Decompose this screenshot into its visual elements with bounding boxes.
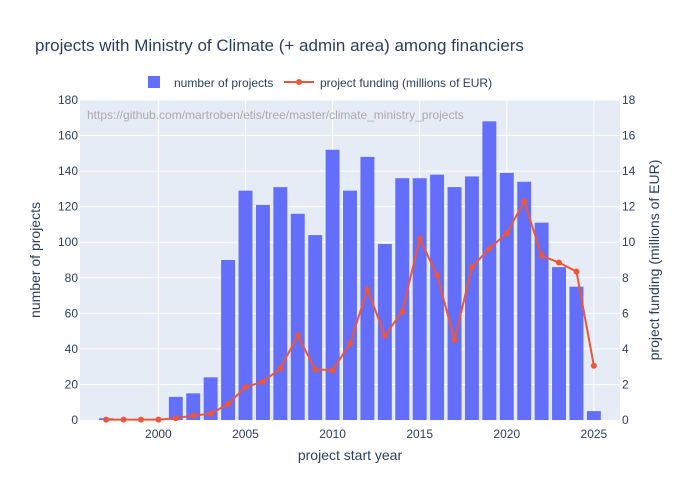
funding-point-2017 <box>451 337 458 343</box>
bar-2006 <box>255 204 270 420</box>
funding-point-2008 <box>294 332 301 339</box>
x-tick-label: 2015 <box>406 427 433 441</box>
bar-2022 <box>534 222 549 420</box>
bar-2011 <box>343 190 357 420</box>
y-axis-title: number of projects <box>27 202 43 318</box>
y2-tick-label: 12 <box>622 200 636 214</box>
bar-2007 <box>273 187 288 420</box>
legend: number of projects project funding (mill… <box>148 76 492 90</box>
bar-2015 <box>412 178 427 420</box>
bar-2004 <box>221 260 236 420</box>
y2-tick-label: 14 <box>622 164 636 178</box>
funding-point-2023 <box>556 259 563 266</box>
y2-tick-label: 16 <box>622 129 636 143</box>
y-tick-label: 100 <box>58 235 78 249</box>
funding-line <box>103 198 597 423</box>
bar-2009 <box>308 235 323 420</box>
legend-bar-swatch <box>148 76 160 88</box>
source-annotation: https://github.com/martroben/etis/tree/m… <box>87 108 464 122</box>
y-tick-label: 160 <box>58 129 78 143</box>
funding-point-2007 <box>277 365 284 372</box>
x-tick-label: 2020 <box>493 427 520 441</box>
funding-point-2022 <box>538 252 545 259</box>
funding-point-2015 <box>416 235 423 242</box>
bar-2023 <box>552 267 566 420</box>
funding-point-2010 <box>329 367 336 374</box>
y-axis-ticks: 0 20 40 60 80 100 120 140 160 180 <box>58 93 78 427</box>
bar-2001 <box>168 396 183 420</box>
funding-point-2003 <box>207 410 214 417</box>
bar-2010 <box>325 149 340 420</box>
bar-2017 <box>447 187 462 420</box>
funding-point-2019 <box>486 245 493 252</box>
x-axis-title: project start year <box>298 447 403 463</box>
funding-point-1999 <box>137 416 144 423</box>
funding-point-2009 <box>312 366 319 373</box>
x-tick-label: 2010 <box>319 427 346 441</box>
funding-point-2013 <box>381 332 388 339</box>
bar-2013 <box>377 244 392 420</box>
bar-2003 <box>203 377 218 420</box>
y-tick-label: 120 <box>58 200 78 214</box>
legend-line-marker <box>296 79 302 85</box>
x-tick-label: 2005 <box>232 427 259 441</box>
y-tick-label: 60 <box>65 306 79 320</box>
bar-2002 <box>186 393 201 420</box>
legend-label-line: project funding (millions of EUR) <box>320 76 492 90</box>
legend-label-bars: number of projects <box>174 76 273 90</box>
funding-point-2002 <box>190 412 197 419</box>
bar-2018 <box>464 176 479 420</box>
funding-point-2005 <box>242 384 249 391</box>
bar-2014 <box>395 178 410 420</box>
funding-point-2016 <box>434 272 441 279</box>
funding-point-2011 <box>347 340 353 347</box>
y2-tick-label: 4 <box>622 342 629 356</box>
y-tick-label: 0 <box>71 413 78 427</box>
y-tick-label: 180 <box>58 93 78 107</box>
x-axis-ticks: 2000 2005 2010 2015 2020 2025 <box>145 427 608 441</box>
y2-axis-title: project funding (millions of EUR) <box>646 160 662 361</box>
bar-2005 <box>238 190 253 420</box>
funding-point-2021 <box>521 198 528 205</box>
bar-2016 <box>430 174 445 420</box>
bar-2019 <box>482 121 497 420</box>
funding-point-2014 <box>399 308 406 315</box>
funding-point-2020 <box>503 230 510 237</box>
funding-point-2018 <box>468 264 475 271</box>
bar-2025 <box>586 411 601 420</box>
bar-2021 <box>517 181 532 420</box>
bar-2008 <box>290 213 305 420</box>
y2-tick-label: 18 <box>622 93 636 107</box>
y2-tick-label: 2 <box>622 377 629 391</box>
y-tick-label: 140 <box>58 164 78 178</box>
x-tick-label: 2025 <box>581 427 608 441</box>
funding-point-2004 <box>225 401 232 407</box>
funding-point-2012 <box>364 286 371 293</box>
y-tick-label: 80 <box>65 271 79 285</box>
bar-2024 <box>569 286 584 420</box>
y-tick-label: 40 <box>65 342 79 356</box>
x-tick-label: 2000 <box>145 427 172 441</box>
y2-tick-label: 10 <box>622 235 636 249</box>
funding-point-2006 <box>259 378 266 385</box>
y2-tick-label: 6 <box>622 306 629 320</box>
y2-tick-label: 8 <box>622 271 629 285</box>
y-tick-label: 20 <box>65 377 79 391</box>
funding-point-2000 <box>155 416 162 423</box>
funding-point-1997 <box>103 416 110 423</box>
bar-2020 <box>499 172 514 420</box>
funding-point-2001 <box>172 415 179 422</box>
funding-point-2024 <box>573 268 580 275</box>
funding-point-1998 <box>120 416 127 423</box>
y2-axis-ticks: 0 2 4 6 8 10 12 14 16 18 <box>622 93 636 427</box>
y2-tick-label: 0 <box>622 413 629 427</box>
chart-title: projects with Ministry of Climate (+ adm… <box>35 36 524 55</box>
funding-point-2025 <box>590 362 597 369</box>
